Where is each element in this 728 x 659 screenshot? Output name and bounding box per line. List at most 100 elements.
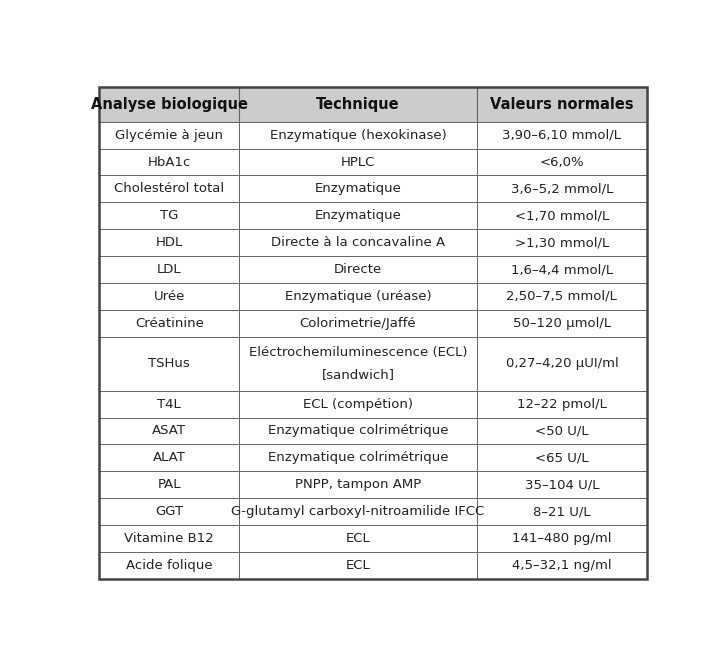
Text: Acide folique: Acide folique <box>126 559 213 572</box>
Text: 3,90–6,10 mmol/L: 3,90–6,10 mmol/L <box>502 129 622 142</box>
Text: 141–480 pg/ml: 141–480 pg/ml <box>513 532 612 545</box>
Bar <box>100 283 239 310</box>
Bar <box>477 148 646 175</box>
Text: Créatinine: Créatinine <box>135 317 204 330</box>
Text: [sandwich]: [sandwich] <box>322 368 395 381</box>
Bar <box>239 525 477 552</box>
Text: 1,6–4,4 mmol/L: 1,6–4,4 mmol/L <box>511 263 613 276</box>
Text: <65 U/L: <65 U/L <box>535 451 589 465</box>
Text: ASAT: ASAT <box>152 424 186 438</box>
Text: Technique: Technique <box>316 97 400 111</box>
Bar <box>477 122 646 148</box>
Text: Valeurs normales: Valeurs normales <box>490 97 633 111</box>
Text: HbA1c: HbA1c <box>148 156 191 169</box>
Text: Enzymatique colrimétrique: Enzymatique colrimétrique <box>268 424 448 438</box>
Bar <box>100 148 239 175</box>
Text: PNPP, tampon AMP: PNPP, tampon AMP <box>295 478 422 491</box>
Bar <box>239 87 477 122</box>
Bar <box>477 444 646 471</box>
Bar <box>239 471 477 498</box>
Bar <box>100 418 239 444</box>
Bar <box>239 391 477 418</box>
Bar <box>477 175 646 202</box>
Text: <50 U/L: <50 U/L <box>535 424 589 438</box>
Text: Directe: Directe <box>334 263 382 276</box>
Bar <box>477 283 646 310</box>
Text: Glycémie à jeun: Glycémie à jeun <box>115 129 223 142</box>
Bar <box>239 148 477 175</box>
Bar <box>477 87 646 122</box>
Bar <box>477 471 646 498</box>
Text: ECL (compétion): ECL (compétion) <box>303 397 413 411</box>
Text: <6,0%: <6,0% <box>539 156 585 169</box>
Text: TG: TG <box>160 210 178 222</box>
Text: HPLC: HPLC <box>341 156 375 169</box>
Bar <box>239 202 477 229</box>
Text: 35–104 U/L: 35–104 U/L <box>525 478 599 491</box>
Bar <box>477 498 646 525</box>
Bar <box>477 552 646 579</box>
Bar <box>100 498 239 525</box>
Bar <box>100 525 239 552</box>
Text: GGT: GGT <box>155 505 183 518</box>
Text: Enzymatique: Enzymatique <box>314 183 401 196</box>
Text: ALAT: ALAT <box>153 451 186 465</box>
Bar <box>239 498 477 525</box>
Text: 12–22 pmol/L: 12–22 pmol/L <box>517 397 607 411</box>
Bar <box>100 202 239 229</box>
Bar <box>100 87 239 122</box>
Bar <box>239 418 477 444</box>
Text: 3,6–5,2 mmol/L: 3,6–5,2 mmol/L <box>511 183 613 196</box>
Bar <box>100 471 239 498</box>
Bar <box>100 337 239 391</box>
Text: <1,70 mmol/L: <1,70 mmol/L <box>515 210 609 222</box>
Bar <box>100 122 239 148</box>
Bar <box>477 202 646 229</box>
Bar <box>477 256 646 283</box>
Bar <box>239 256 477 283</box>
Bar <box>477 337 646 391</box>
Bar <box>100 444 239 471</box>
Text: Enzymatique colrimétrique: Enzymatique colrimétrique <box>268 451 448 465</box>
Bar <box>100 552 239 579</box>
Text: Enzymatique (uréase): Enzymatique (uréase) <box>285 290 432 303</box>
Text: Colorimetrie/Jaffé: Colorimetrie/Jaffé <box>300 317 416 330</box>
Text: 8–21 U/L: 8–21 U/L <box>533 505 590 518</box>
Text: 2,50–7,5 mmol/L: 2,50–7,5 mmol/L <box>507 290 617 303</box>
Text: 4,5–32,1 ng/ml: 4,5–32,1 ng/ml <box>512 559 612 572</box>
Bar <box>239 337 477 391</box>
Bar <box>239 175 477 202</box>
Text: Analyse biologique: Analyse biologique <box>91 97 248 111</box>
Bar <box>477 229 646 256</box>
Bar <box>100 310 239 337</box>
Bar <box>239 229 477 256</box>
Text: >1,30 mmol/L: >1,30 mmol/L <box>515 236 609 249</box>
Bar <box>477 418 646 444</box>
Text: PAL: PAL <box>157 478 181 491</box>
Text: ECL: ECL <box>346 559 371 572</box>
Bar <box>477 525 646 552</box>
Text: Cholestérol total: Cholestérol total <box>114 183 224 196</box>
Text: G-glutamyl carboxyl-nitroamilide IFCC: G-glutamyl carboxyl-nitroamilide IFCC <box>232 505 485 518</box>
Bar <box>100 256 239 283</box>
Bar <box>239 283 477 310</box>
Text: ECL: ECL <box>346 532 371 545</box>
Bar <box>477 391 646 418</box>
Bar <box>477 310 646 337</box>
Text: TSHus: TSHus <box>149 357 190 370</box>
Text: 50–120 μmol/L: 50–120 μmol/L <box>513 317 611 330</box>
Text: Urée: Urée <box>154 290 185 303</box>
Bar <box>100 229 239 256</box>
Text: Directe à la concavaline A: Directe à la concavaline A <box>271 236 445 249</box>
Text: Enzymatique (hexokinase): Enzymatique (hexokinase) <box>269 129 446 142</box>
Text: Eléctrochemiluminescence (ECL): Eléctrochemiluminescence (ECL) <box>249 347 467 359</box>
Text: 0,27–4,20 μUI/ml: 0,27–4,20 μUI/ml <box>505 357 618 370</box>
Bar <box>100 391 239 418</box>
Text: Enzymatique: Enzymatique <box>314 210 401 222</box>
Text: T4L: T4L <box>157 397 181 411</box>
Text: Vitamine B12: Vitamine B12 <box>124 532 214 545</box>
Bar <box>239 122 477 148</box>
Bar <box>239 552 477 579</box>
Text: LDL: LDL <box>157 263 181 276</box>
Bar <box>239 310 477 337</box>
